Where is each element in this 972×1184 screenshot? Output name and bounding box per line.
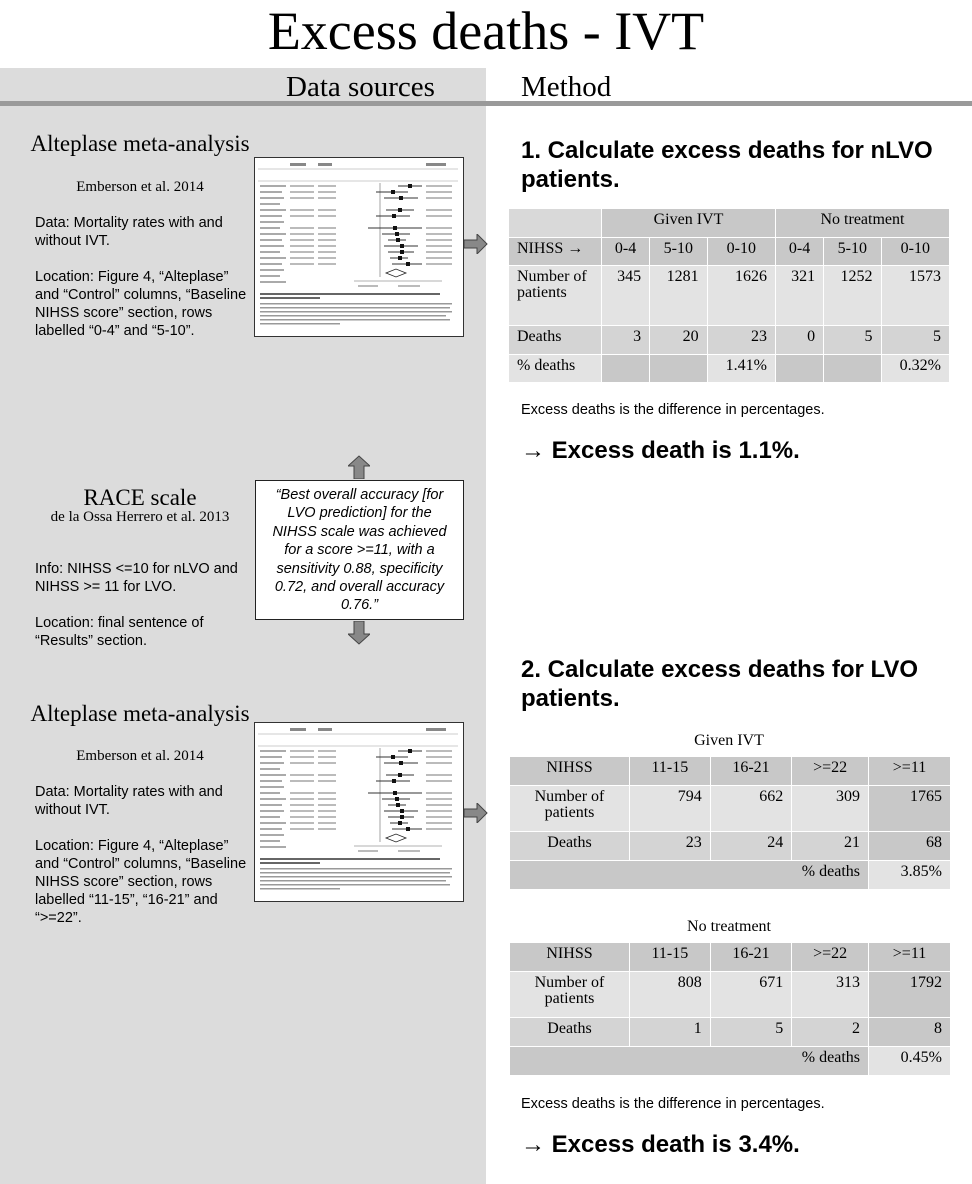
- table-cell: 313: [791, 971, 869, 1018]
- column-header: >=11: [868, 756, 951, 786]
- deaths-row-label: Deaths: [508, 325, 602, 355]
- table-cell: 309: [791, 785, 869, 832]
- empty-cell: [823, 354, 882, 383]
- table-cell: 5: [880, 325, 951, 355]
- header-divider: [0, 101, 972, 106]
- column-header: 5-10: [649, 237, 708, 266]
- column-header: >=22: [791, 756, 869, 786]
- pct-deaths-no-treatment: 0.32%: [880, 354, 951, 383]
- table-cell: 23: [629, 831, 711, 861]
- table-cell: 808: [629, 971, 711, 1018]
- table-cell: 1: [629, 1017, 711, 1047]
- source-3-figure-thumbnail: [254, 722, 464, 902]
- source-3-title: Alteplase meta-analysis: [30, 701, 250, 726]
- column-header: >=22: [791, 942, 869, 972]
- table-cell: 5: [823, 325, 882, 355]
- table-cell: 794: [629, 785, 711, 832]
- table-cell: 345: [600, 265, 651, 326]
- empty-cell: [774, 354, 825, 383]
- data-sources-heading: Data sources: [286, 71, 435, 103]
- source-2-author: de la Ossa Herrero et al. 2013: [50, 509, 230, 525]
- source-3-location: Location: Figure 4, “Alteplase” and “Con…: [35, 838, 247, 926]
- empty-cell: [600, 354, 651, 383]
- column-header: 5-10: [823, 237, 882, 266]
- table-cell: 23: [706, 325, 776, 355]
- race-scale-quote: “Best overall accuracy [for LVO predicti…: [255, 480, 464, 620]
- table-cell: 1573: [880, 265, 951, 326]
- column-header: 16-21: [709, 756, 793, 786]
- table-cell: 671: [709, 971, 793, 1018]
- column-header: 0-4: [774, 237, 825, 266]
- source-2-info: Info: NIHSS <=10 for nLVO and NIHSS >= 1…: [35, 561, 238, 595]
- step-2-result: → Excess death is 3.4%.: [521, 1131, 800, 1158]
- step-1-title: 1. Calculate excess deaths for nLVO pati…: [521, 137, 933, 193]
- right-arrow-icon: [464, 234, 488, 254]
- patients-row-label: Number of patients: [509, 785, 630, 832]
- table-cell: 24: [709, 831, 793, 861]
- deaths-row-label: Deaths: [509, 831, 630, 861]
- column-header: 11-15: [629, 942, 711, 972]
- source-2-title: RACE scale: [83, 485, 197, 510]
- step-1-note: Excess deaths is the difference in perce…: [521, 402, 825, 418]
- table-cell: 68: [868, 831, 951, 861]
- table-cell: 662: [709, 785, 793, 832]
- table-cell: 8: [868, 1017, 951, 1047]
- pct-deaths-given-ivt: 1.41%: [706, 354, 776, 383]
- source-1-title: Alteplase meta-analysis: [30, 131, 250, 156]
- source-3-author: Emberson et al. 2014: [76, 748, 204, 764]
- nihss-row-label: NIHSS →: [508, 237, 602, 266]
- given-ivt-caption: Given IVT: [694, 732, 764, 749]
- pct-deaths-row-label: % deaths: [509, 860, 869, 890]
- source-3-data: Data: Mortality rates with and without I…: [35, 784, 223, 818]
- pct-deaths-value: 0.45%: [868, 1046, 951, 1076]
- step-2-title: 2. Calculate excess deaths for LVO patie…: [521, 656, 919, 712]
- patients-row-label: Number of patients: [509, 971, 630, 1018]
- source-1-figure-thumbnail: [254, 157, 464, 337]
- pct-deaths-row-label: % deaths: [508, 354, 602, 383]
- source-2-location: Location: final sentence of “Results” se…: [35, 615, 204, 649]
- method-heading: Method: [521, 71, 612, 103]
- nlvo-deaths-table: Given IVT No treatment NIHSS → 0-4 5-10 …: [508, 208, 951, 383]
- column-header: >=11: [868, 942, 951, 972]
- table-cell: 1281: [649, 265, 708, 326]
- table-cell: 321: [774, 265, 825, 326]
- step-1-result: → Excess death is 1.1%.: [521, 437, 800, 464]
- empty-cell: [649, 354, 708, 383]
- nihss-row-label: NIHSS: [509, 942, 630, 972]
- table-cell: 0: [774, 325, 825, 355]
- source-1-data: Data: Mortality rates with and without I…: [35, 215, 223, 249]
- patients-row-label: Number of patients: [508, 265, 602, 326]
- column-header: 16-21: [709, 942, 793, 972]
- table-cell: 3: [600, 325, 651, 355]
- column-header: 11-15: [629, 756, 711, 786]
- group-header-given-ivt: Given IVT: [601, 208, 776, 238]
- down-arrow-icon: [348, 621, 370, 645]
- table-cell: 1626: [706, 265, 776, 326]
- right-arrow-icon: [464, 803, 488, 823]
- no-treatment-caption: No treatment: [687, 918, 771, 935]
- table-cell: 21: [791, 831, 869, 861]
- table-corner: [508, 208, 602, 238]
- table-cell: 20: [649, 325, 708, 355]
- table-cell: 5: [709, 1017, 793, 1047]
- column-header: 0-10: [880, 237, 951, 266]
- group-header-no-treatment: No treatment: [774, 208, 951, 238]
- step-2-note: Excess deaths is the difference in perce…: [521, 1096, 825, 1112]
- table-cell: 1765: [868, 785, 951, 832]
- page-title: Excess deaths - IVT: [267, 1, 705, 61]
- source-1-author: Emberson et al. 2014: [76, 179, 204, 195]
- deaths-row-label: Deaths: [509, 1017, 630, 1047]
- lvo-no-treatment-table: NIHSS 11-15 16-21 >=22 >=11 Number of pa…: [509, 942, 951, 1076]
- table-cell: 1792: [868, 971, 951, 1018]
- column-header: 0-10: [706, 237, 776, 266]
- source-1-location: Location: Figure 4, “Alteplase” and “Con…: [35, 269, 247, 339]
- nihss-row-label: NIHSS: [509, 756, 630, 786]
- pct-deaths-row-label: % deaths: [509, 1046, 869, 1076]
- column-header: 0-4: [600, 237, 651, 266]
- up-arrow-icon: [348, 455, 370, 479]
- lvo-given-ivt-table: NIHSS 11-15 16-21 >=22 >=11 Number of pa…: [509, 756, 951, 890]
- table-cell: 2: [791, 1017, 869, 1047]
- table-cell: 1252: [823, 265, 882, 326]
- pct-deaths-value: 3.85%: [868, 860, 951, 890]
